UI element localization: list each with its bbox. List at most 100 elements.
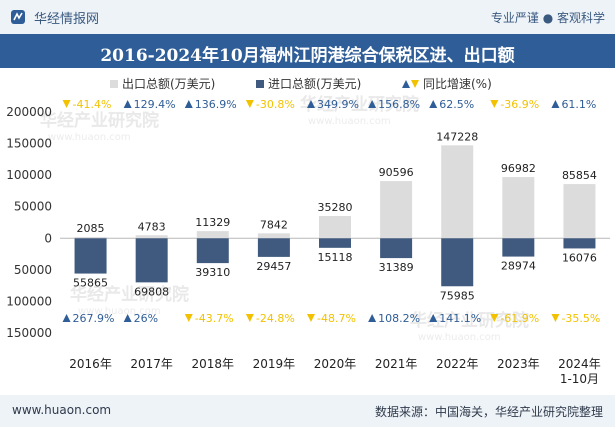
- watermark-url: www.huaon.com: [78, 306, 161, 317]
- export-value-label: 35280: [318, 201, 353, 214]
- import-bar: [502, 238, 535, 257]
- x-tick-label: 2018年: [192, 357, 235, 371]
- x-tick-label: 2021年: [375, 357, 418, 371]
- export-yoy-label: 349.9%: [317, 98, 359, 111]
- x-tick-label-line: 2022年: [436, 357, 479, 371]
- export-bar: [502, 177, 535, 239]
- import-bar: [135, 238, 168, 283]
- export-bar: [441, 145, 474, 239]
- watermark-url: www.huaon.com: [308, 116, 391, 127]
- legend: 出口总额(万美元) 进口总额(万美元) 同比增速(%): [110, 77, 492, 91]
- y-tick-label: 0: [44, 231, 52, 245]
- import-yoy-down-triangle-icon: [551, 314, 560, 322]
- data-labels: 2085 55865 -41.4% 267.9% 4783 69808 129.4% 26% 1…: [62, 98, 600, 325]
- title-bar: [0, 34, 615, 68]
- legend-export-label: 出口总额(万美元): [122, 77, 215, 91]
- watermark-text: 华经产业研究院: [300, 94, 419, 115]
- x-tick-label-line: 1-10月: [560, 372, 599, 386]
- import-bar: [319, 238, 351, 248]
- x-tick-label: 2024年 1-10月: [558, 357, 601, 386]
- import-yoy-label: -24.8%: [256, 312, 295, 325]
- footer-website: www.huaon.com: [12, 403, 112, 417]
- watermark-text: 华经产业研究院: [410, 310, 529, 331]
- watermark-text: 华经产业研究院: [40, 110, 159, 131]
- import-bar: [196, 238, 229, 264]
- y-tick-label: 100000: [6, 294, 52, 308]
- export-bar: [319, 216, 351, 239]
- import-yoy-down-triangle-icon: [307, 314, 315, 322]
- export-value-label: 90596: [379, 166, 414, 179]
- x-tick-label-line: 2023年: [497, 357, 540, 371]
- brand-name: 华经情报网: [34, 12, 100, 27]
- import-yoy-label: 267.9%: [73, 312, 115, 325]
- export-yoy-down-triangle-icon: [490, 100, 499, 108]
- export-bar: [135, 235, 168, 239]
- import-bar: [380, 238, 413, 259]
- export-yoy-up-triangle-icon: [368, 100, 377, 108]
- import-yoy-up-triangle-icon: [123, 314, 132, 322]
- export-yoy-label: 136.9%: [195, 98, 237, 111]
- import-value-label: 29457: [256, 260, 291, 273]
- export-yoy-up-triangle-icon: [123, 100, 132, 108]
- import-yoy-down-triangle-icon: [245, 314, 254, 322]
- import-bar: [563, 238, 596, 249]
- export-value-label: 147228: [436, 130, 478, 143]
- import-yoy-label: -61.9%: [500, 312, 539, 325]
- export-yoy-label: 156.8%: [378, 98, 420, 111]
- export-value-label: 85854: [562, 169, 597, 182]
- footer-source: 数据来源：中国海关，华经产业研究院整理: [374, 405, 603, 419]
- import-yoy-up-triangle-icon: [62, 314, 71, 322]
- export-yoy-label: -41.4%: [73, 98, 112, 111]
- import-value-label: 69808: [134, 285, 169, 298]
- watermarks: 华经产业研究院www.huaon.com华经产业研究院www.huaon.com…: [40, 94, 529, 343]
- y-tick-label: 150000: [6, 326, 52, 340]
- import-value-label: 31389: [379, 261, 414, 274]
- export-yoy-label: -30.8%: [256, 98, 295, 111]
- y-tick-label: 200000: [6, 105, 52, 119]
- import-yoy-label: -35.5%: [561, 312, 600, 325]
- import-bar: [74, 238, 107, 274]
- export-bar: [257, 233, 290, 239]
- export-bar: [563, 184, 596, 239]
- import-yoy-label: -43.7%: [195, 312, 234, 325]
- legend-yoy-label: 同比增速(%): [423, 77, 492, 91]
- legend-import-label: 进口总额(万美元): [268, 77, 361, 91]
- x-tick-label: 2016年: [69, 357, 112, 371]
- import-value-label: 15118: [318, 251, 353, 264]
- axes: 200000 150000 100000 50000 0 50000 100000 15000…: [6, 105, 610, 386]
- slogan: 专业严谨 ● 客观科学: [490, 11, 605, 25]
- export-bar: [74, 236, 107, 239]
- export-bar: [380, 181, 413, 239]
- import-value-label: 16076: [562, 251, 597, 264]
- export-yoy-down-triangle-icon: [62, 100, 71, 108]
- x-tick-label: 2020年: [314, 357, 357, 371]
- export-value-label: 2085: [77, 222, 105, 235]
- legend-export-swatch: [110, 80, 118, 88]
- export-yoy-up-triangle-icon: [551, 100, 560, 108]
- export-yoy-up-triangle-icon: [307, 100, 315, 108]
- x-tick-label: 2019年: [253, 357, 296, 371]
- x-tick-label-line: 2021年: [375, 357, 418, 371]
- import-yoy-up-triangle-icon: [368, 314, 377, 322]
- watermark-url: www.huaon.com: [48, 132, 131, 143]
- x-tick-label: 2023年: [497, 357, 540, 371]
- export-yoy-down-triangle-icon: [245, 100, 254, 108]
- y-tick-label: 50000: [14, 263, 52, 277]
- legend-down-triangle-icon: [411, 80, 419, 88]
- import-yoy-down-triangle-icon: [490, 314, 499, 322]
- legend-up-triangle-icon: [402, 80, 410, 88]
- x-tick-label-line: 2020年: [314, 357, 357, 371]
- import-value-label: 55865: [73, 277, 108, 290]
- watermark-text: 华经产业研究院: [70, 284, 189, 305]
- export-yoy-label: 62.5%: [439, 98, 474, 111]
- bars: [74, 145, 596, 287]
- x-tick-label: 2022年: [436, 357, 479, 371]
- export-value-label: 7842: [260, 218, 288, 231]
- chart-title: 2016-2024年10月福州江阴港综合保税区进、出口额: [100, 46, 515, 66]
- y-tick-label: 100000: [6, 168, 52, 182]
- export-bar: [196, 231, 229, 239]
- export-yoy-up-triangle-icon: [429, 100, 438, 108]
- import-yoy-up-triangle-icon: [429, 314, 438, 322]
- top-bar: [0, 0, 615, 34]
- import-value-label: 75985: [440, 289, 475, 302]
